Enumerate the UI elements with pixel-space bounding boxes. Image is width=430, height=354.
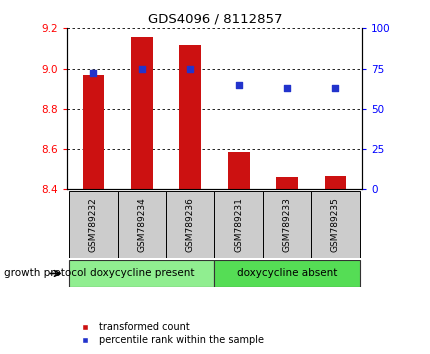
Point xyxy=(90,70,97,76)
Point xyxy=(331,85,338,91)
Bar xyxy=(69,260,214,287)
Bar xyxy=(324,176,346,189)
Bar xyxy=(310,191,359,258)
Bar xyxy=(214,260,359,287)
Bar xyxy=(179,45,201,189)
Point xyxy=(235,82,242,87)
Point xyxy=(186,66,193,72)
Bar xyxy=(276,177,297,189)
Point xyxy=(283,85,290,91)
Text: GDS4096 / 8112857: GDS4096 / 8112857 xyxy=(148,12,282,25)
Bar xyxy=(214,191,262,258)
Text: doxycycline present: doxycycline present xyxy=(89,268,194,279)
Legend: transformed count, percentile rank within the sample: transformed count, percentile rank withi… xyxy=(71,319,267,349)
Text: growth protocol: growth protocol xyxy=(4,268,86,279)
Point xyxy=(138,66,145,72)
Text: GSM789231: GSM789231 xyxy=(233,197,243,252)
Bar xyxy=(131,38,152,189)
Bar xyxy=(227,152,249,189)
Bar xyxy=(166,191,214,258)
Bar xyxy=(82,75,104,189)
Bar xyxy=(69,191,117,258)
Text: GSM789235: GSM789235 xyxy=(330,197,339,252)
Bar xyxy=(262,191,310,258)
Bar xyxy=(117,191,166,258)
Text: GSM789233: GSM789233 xyxy=(282,197,291,252)
Text: doxycycline absent: doxycycline absent xyxy=(236,268,336,279)
Text: GSM789236: GSM789236 xyxy=(185,197,194,252)
Text: GSM789232: GSM789232 xyxy=(89,198,98,252)
Text: GSM789234: GSM789234 xyxy=(137,198,146,252)
